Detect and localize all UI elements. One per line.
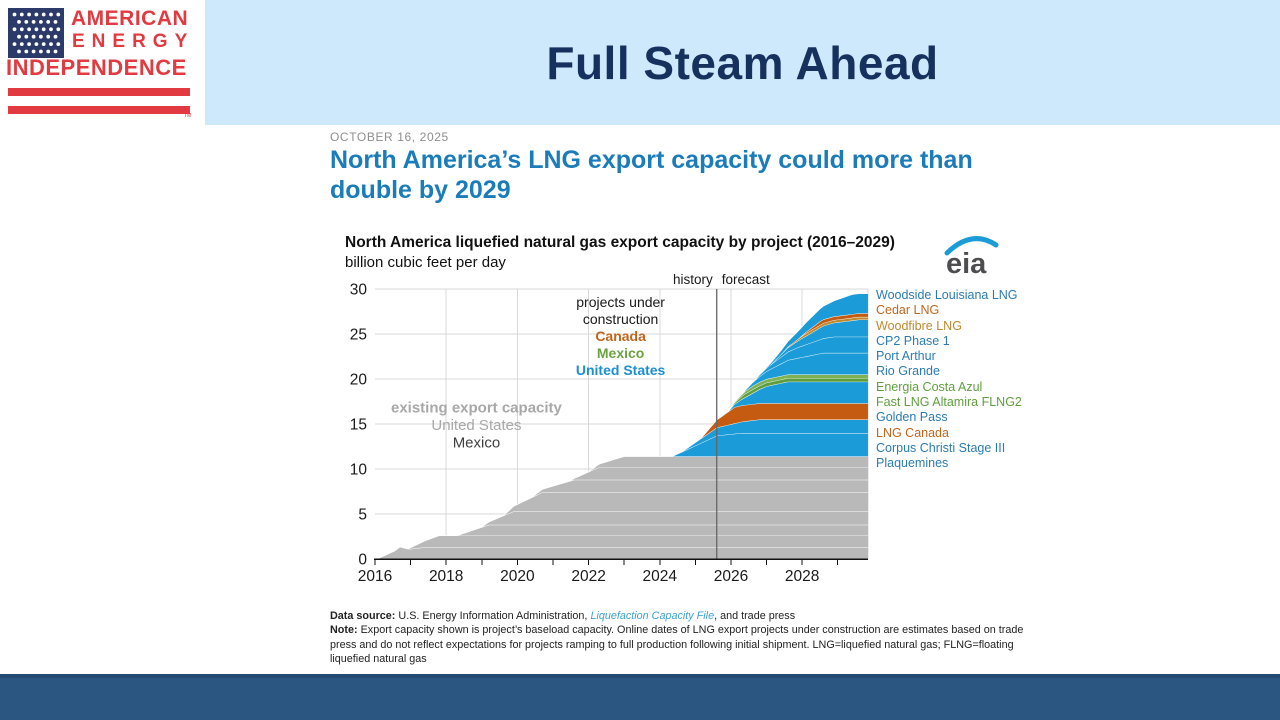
chart-notes: Data source: U.S. Energy Information Adm… — [330, 609, 1044, 667]
legend-item-woodside-louisiana-lng: Woodside Louisiana LNG — [876, 288, 1018, 302]
flag-stripe — [8, 88, 190, 96]
chart-title: North America liquefied natural gas expo… — [345, 234, 895, 251]
legend-item-rio-grande: Rio Grande — [876, 364, 940, 379]
logo-word-energy: ENERGY — [72, 31, 195, 52]
svg-text:United States: United States — [576, 362, 666, 378]
svg-text:10: 10 — [350, 462, 368, 479]
svg-text:Mexico: Mexico — [597, 345, 644, 361]
svg-text:15: 15 — [350, 417, 367, 434]
svg-text:2020: 2020 — [500, 568, 535, 585]
flag-stripe — [8, 106, 190, 114]
legend-item-woodfibre-lng: Woodfibre LNG — [876, 318, 962, 333]
logo-word-american: AMERICAN — [71, 7, 189, 30]
legend-item-plaquemines: Plaquemines — [876, 456, 949, 471]
svg-text:eia: eia — [946, 248, 987, 277]
legend-item-port-arthur: Port Arthur — [876, 349, 936, 364]
svg-text:30: 30 — [350, 282, 368, 299]
svg-text:forecast: forecast — [722, 272, 770, 287]
svg-text:Mexico: Mexico — [453, 434, 501, 451]
legend-item-lng-canada: LNG Canada — [876, 425, 949, 440]
trademark-symbol: TM — [184, 113, 192, 119]
legend-item-energia-costa-azul: Energia Costa Azul — [876, 379, 983, 394]
american-energy-independence-logo: AMERICAN ENERGY INDEPENDENCE TM — [0, 0, 205, 125]
svg-text:existing export capacity: existing export capacity — [391, 399, 563, 416]
footer-bar — [0, 674, 1280, 720]
article-date: OCTOBER 16, 2025 — [330, 130, 449, 144]
slide-title: Full Steam Ahead — [546, 36, 939, 89]
flag-canton-icon — [8, 8, 64, 58]
svg-text:2018: 2018 — [429, 568, 463, 585]
svg-text:0: 0 — [358, 552, 367, 569]
svg-text:2028: 2028 — [785, 568, 819, 585]
svg-text:25: 25 — [350, 327, 367, 344]
legend-item-golden-pass: Golden Pass — [876, 410, 948, 425]
svg-text:construction: construction — [583, 311, 658, 327]
header-banner: AMERICAN ENERGY INDEPENDENCE TM Full Ste… — [0, 0, 1280, 125]
chart-legend: Woodside Louisiana LNG Cedar LNG Woodfibre… — [876, 288, 1022, 472]
legend-item-cedar-lng: Cedar LNG — [876, 303, 940, 318]
eia-logo-icon: eia — [944, 236, 999, 277]
liquefaction-capacity-file-link[interactable]: Liquefaction Capacity File — [590, 610, 715, 622]
note-text: Export capacity shown is project’s basel… — [330, 624, 1024, 666]
svg-text:20: 20 — [350, 372, 368, 389]
eia-article: OCTOBER 16, 2025 North America’s LNG exp… — [330, 125, 1060, 674]
svg-text:history: history — [673, 272, 713, 287]
data-source-pre: U.S. Energy Information Administration, — [395, 610, 591, 622]
svg-text:2016: 2016 — [358, 568, 392, 585]
svg-text:2024: 2024 — [643, 568, 678, 585]
capacity-chart: history forecast 2016 2018 2020 2022 2024 2026 2… — [350, 272, 869, 585]
note-label: Note: — [330, 624, 358, 637]
legend-item-corpus-christi-stage-iii: Corpus Christi Stage III — [876, 440, 1006, 455]
chart-unit-label: billion cubic feet per day — [345, 254, 506, 271]
svg-text:Canada: Canada — [595, 328, 646, 344]
data-source-post: , and trade press — [714, 610, 796, 622]
legend-item-cp2-phase-1: CP2 Phase 1 — [876, 333, 950, 348]
svg-text:projects under: projects under — [576, 294, 665, 310]
svg-text:2022: 2022 — [571, 568, 605, 585]
svg-text:United States: United States — [431, 417, 521, 434]
article-headline: North America’s LNG export capacity coul… — [330, 146, 973, 204]
legend-item-fast-lng-altamira-flng2: Fast LNG Altamira FLNG2 — [876, 395, 1022, 410]
data-source-label: Data source: — [330, 610, 396, 622]
svg-text:5: 5 — [358, 507, 367, 524]
svg-text:2026: 2026 — [714, 568, 748, 585]
logo-word-independence: INDEPENDENCE — [6, 55, 187, 80]
